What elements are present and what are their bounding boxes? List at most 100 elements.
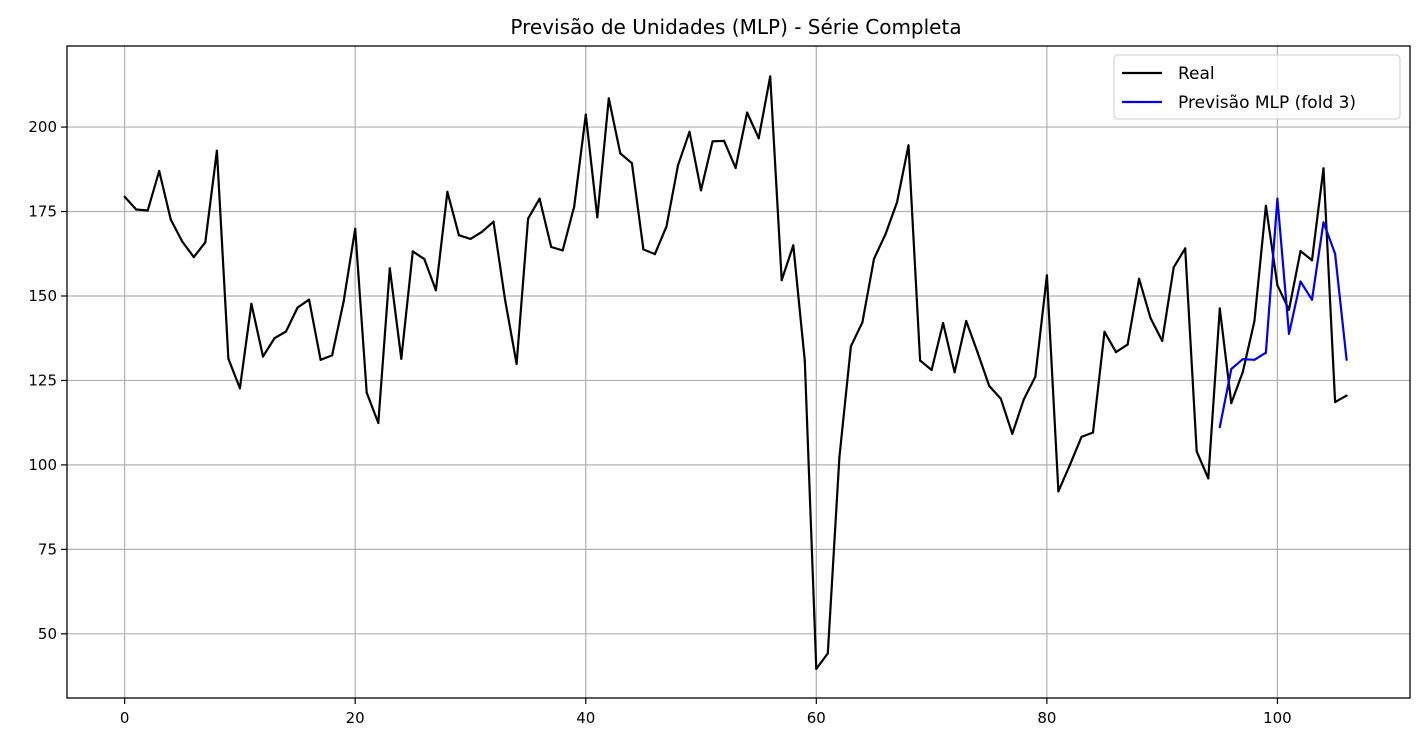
data-point <box>538 197 541 200</box>
data-point <box>504 298 507 302</box>
data-point <box>1149 317 1152 320</box>
data-point <box>596 216 599 219</box>
data-point <box>1218 307 1221 310</box>
data-point <box>573 205 576 208</box>
y-tick-label: 100 <box>28 456 57 474</box>
x-tick-label: 40 <box>576 709 595 727</box>
data-point <box>527 217 530 220</box>
data-point <box>169 218 172 221</box>
data-point <box>1310 298 1314 301</box>
data-point <box>619 152 622 155</box>
data-point <box>1022 398 1025 401</box>
data-point <box>1334 401 1337 404</box>
data-point <box>1322 221 1325 224</box>
y-tick-label: 200 <box>28 118 57 136</box>
data-point <box>123 195 126 198</box>
series-line <box>1218 197 1348 428</box>
data-point <box>411 250 414 253</box>
y-tick-label: 150 <box>28 287 57 305</box>
data-point <box>284 330 288 333</box>
data-point <box>181 240 184 243</box>
legend-label: Previsão MLP (fold 3) <box>1178 93 1356 113</box>
data-point <box>1195 450 1198 453</box>
data-point <box>1207 477 1210 480</box>
data-point <box>296 306 299 309</box>
chart-title: Previsão de Unidades (MLP) - Série Compl… <box>510 15 961 39</box>
legend: Real Previsão MLP (fold 3) <box>1113 54 1401 120</box>
data-point <box>377 421 380 425</box>
axes: 0 20 40 60 80 100 50 75 100 125 150 175 200 <box>28 118 1291 727</box>
series-0 <box>123 75 1348 671</box>
legend-box <box>1113 54 1401 120</box>
data-point <box>1184 247 1187 250</box>
data-point <box>607 97 610 100</box>
data-point <box>1276 284 1279 287</box>
data-point <box>907 144 910 147</box>
data-point <box>919 359 922 362</box>
data-point <box>1080 435 1083 438</box>
y-tick-label: 175 <box>28 203 57 221</box>
x-tick-label: 60 <box>807 709 826 727</box>
data-point <box>1045 274 1048 277</box>
x-tick-label: 80 <box>1037 709 1056 727</box>
data-point <box>976 351 979 354</box>
data-point <box>261 355 265 358</box>
data-point <box>1334 252 1337 255</box>
data-point <box>1299 280 1302 283</box>
data-point <box>457 234 460 237</box>
data-point <box>642 248 645 251</box>
data-point <box>1253 358 1256 361</box>
data-point <box>688 130 691 133</box>
series-1 <box>1218 197 1348 429</box>
data-point <box>354 227 357 230</box>
data-point <box>838 456 841 459</box>
data-point <box>815 667 818 671</box>
data-point <box>204 241 207 244</box>
data-point <box>1287 332 1291 335</box>
data-point <box>550 245 553 249</box>
data-point <box>227 357 230 360</box>
data-point <box>1322 167 1325 170</box>
series-lines <box>123 75 1348 671</box>
data-point <box>446 190 449 193</box>
data-point <box>1264 351 1267 354</box>
data-point <box>135 208 138 211</box>
data-point <box>757 137 760 140</box>
data-point <box>1091 431 1095 434</box>
x-tick-label: 100 <box>1263 709 1292 727</box>
y-tick-label: 125 <box>28 371 57 389</box>
y-tick-label: 75 <box>38 540 57 558</box>
data-point <box>1114 351 1118 354</box>
data-point <box>734 166 737 170</box>
data-point <box>1310 259 1314 262</box>
grid <box>67 46 1410 698</box>
data-point <box>434 289 437 292</box>
data-point <box>884 233 887 236</box>
data-point <box>942 321 945 325</box>
data-point <box>826 652 829 655</box>
x-tick-label: 20 <box>346 709 365 727</box>
data-point <box>999 397 1002 400</box>
data-point <box>1241 370 1244 374</box>
data-point <box>861 321 864 324</box>
x-tick-label: 0 <box>120 709 130 727</box>
data-point <box>1345 358 1348 361</box>
data-point <box>699 189 703 192</box>
data-point <box>1172 266 1175 269</box>
y-tick-label: 50 <box>38 625 57 643</box>
data-point <box>1276 197 1279 200</box>
data-point <box>146 209 149 212</box>
data-point <box>365 391 368 394</box>
data-point <box>1230 367 1233 371</box>
data-point <box>492 220 495 223</box>
data-point <box>238 387 241 390</box>
data-point <box>1161 339 1164 342</box>
data-point <box>1253 320 1256 323</box>
data-point <box>1011 432 1014 435</box>
data-point <box>711 140 714 143</box>
data-point <box>215 149 218 152</box>
data-point <box>665 225 668 228</box>
data-point <box>803 359 806 362</box>
